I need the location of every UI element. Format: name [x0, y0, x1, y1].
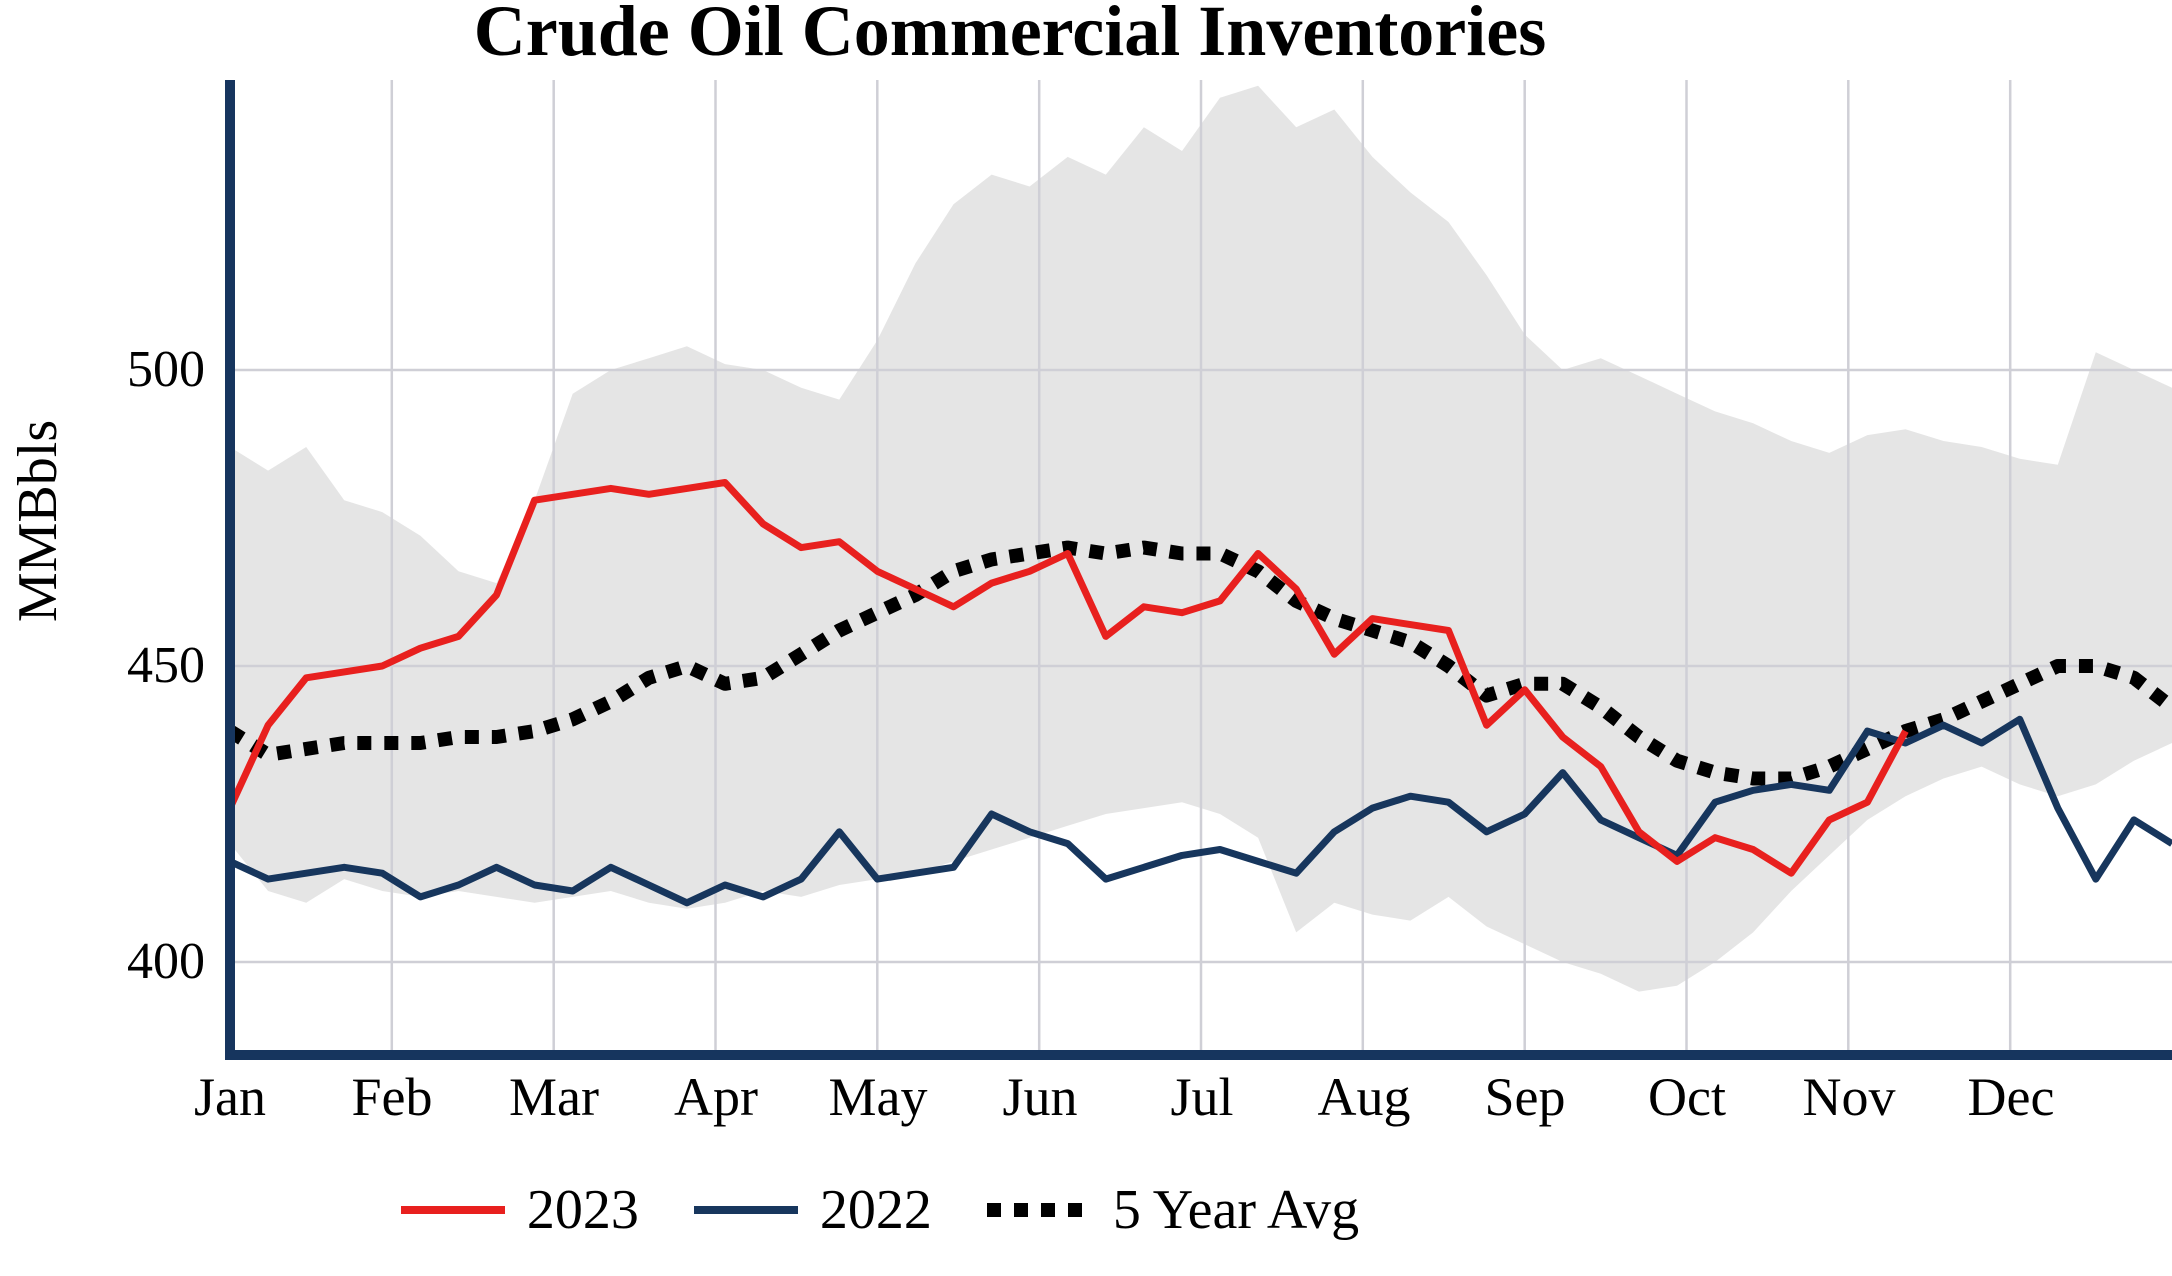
y-tick-450: 450 — [127, 637, 205, 694]
legend-swatch-2022-line — [693, 1206, 798, 1214]
series-line-5-year-avg — [226, 540, 2172, 786]
legend-item-5-year-avg: 5 Year Avg — [986, 1178, 1360, 1242]
x-tick-jul: Jul — [1170, 1067, 1234, 1127]
x-tick-jun: Jun — [1002, 1067, 1078, 1127]
legend-label-2022: 2022 — [819, 1179, 932, 1241]
legend-label-5-year-avg: 5 Year Avg — [1112, 1179, 1360, 1241]
legend-swatch-5-year-avg-dotted-line — [986, 1203, 1091, 1217]
x-tick-may: May — [828, 1067, 928, 1127]
x-tick-mar: Mar — [509, 1067, 599, 1127]
legend: 2023 2022 5 Year Avg — [0, 1178, 1760, 1242]
chart-title: Crude Oil Commercial Inventories — [473, 0, 1547, 71]
series-line-2023 — [226, 479, 1909, 877]
x-tick-apr: Apr — [674, 1067, 758, 1127]
y-tick-500: 500 — [127, 341, 205, 398]
legend-item-2022: 2022 — [693, 1178, 932, 1242]
y-axis-label: MMBbls — [7, 419, 69, 623]
y-tick-400: 400 — [127, 933, 205, 990]
series-line-2022 — [228, 715, 2172, 907]
x-tick-sep: Sep — [1484, 1067, 1566, 1127]
x-tick-nov: Nov — [1802, 1067, 1896, 1127]
x-tick-oct: Oct — [1648, 1067, 1726, 1127]
legend-label-2023: 2023 — [526, 1179, 639, 1241]
x-tick-aug: Aug — [1317, 1067, 1411, 1127]
x-tick-feb: Feb — [351, 1067, 433, 1127]
x-tick-jan: Jan — [194, 1067, 266, 1127]
x-tick-dec: Dec — [1967, 1067, 2055, 1127]
legend-item-2023: 2023 — [400, 1178, 639, 1242]
legend-swatch-2023-line — [400, 1206, 505, 1214]
